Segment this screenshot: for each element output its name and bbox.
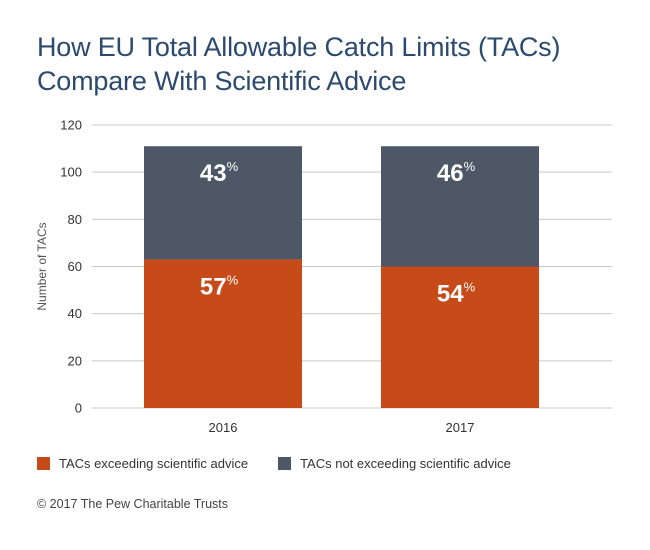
y-tick-label: 100: [60, 165, 82, 180]
legend: TACs exceeding scientific advice TACs no…: [37, 456, 511, 471]
bar-not-exceeding-2016: [144, 146, 302, 260]
chart-title: How EU Total Allowable Catch Limits (TAC…: [37, 30, 560, 98]
legend-label-exceeding: TACs exceeding scientific advice: [59, 456, 249, 471]
y-tick-label: 120: [60, 118, 82, 133]
bar-exceeding-2016: [144, 259, 302, 408]
legend-label-not-exceeding: TACs not exceeding scientific advice: [300, 456, 511, 471]
credit: © 2017 The Pew Charitable Trusts: [37, 497, 229, 511]
y-axis-label: Number of TACs: [35, 222, 49, 310]
title-line-2: Compare With Scientific Advice: [37, 66, 407, 96]
y-tick-label: 80: [68, 212, 82, 227]
percent-sign: %: [464, 280, 476, 295]
x-tick-label: 2017: [446, 420, 475, 435]
y-tick-label: 60: [68, 259, 82, 274]
y-tick-label: 20: [68, 353, 82, 368]
bar-not-exceeding-2017: [381, 146, 539, 267]
legend-swatch-not-exceeding: [278, 457, 292, 470]
y-tick-label: 0: [75, 401, 82, 416]
title-line-1: How EU Total Allowable Catch Limits (TAC…: [37, 32, 561, 62]
x-tick-label: 2016: [209, 420, 238, 435]
percent-sign: %: [464, 159, 476, 174]
y-tick-label: 40: [68, 306, 82, 321]
percent-sign: %: [227, 159, 239, 174]
percent-sign: %: [227, 272, 239, 287]
bar-exceeding-2017: [381, 266, 539, 408]
legend-swatch-exceeding: [37, 457, 50, 470]
